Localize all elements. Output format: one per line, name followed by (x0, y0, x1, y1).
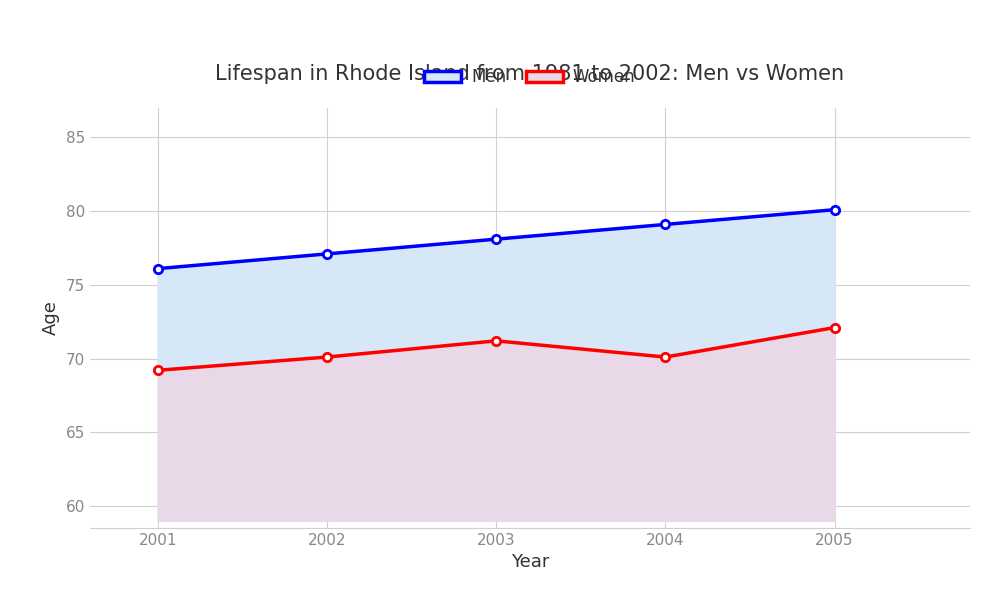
Legend: Men, Women: Men, Women (418, 62, 642, 93)
X-axis label: Year: Year (511, 553, 549, 571)
Y-axis label: Age: Age (42, 301, 60, 335)
Title: Lifespan in Rhode Island from 1981 to 2002: Men vs Women: Lifespan in Rhode Island from 1981 to 20… (215, 64, 845, 84)
